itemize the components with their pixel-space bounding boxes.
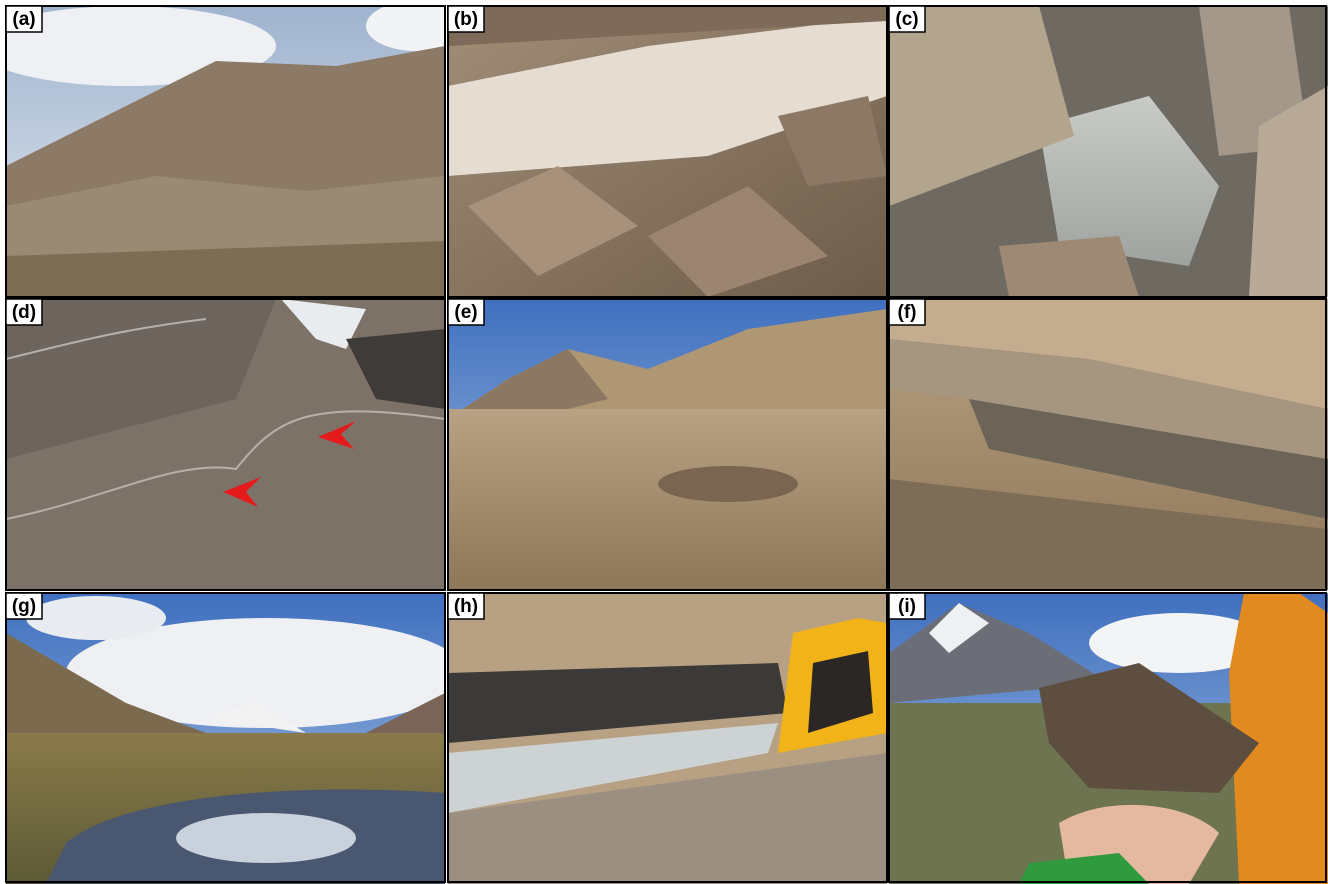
label-box [447,298,485,326]
label-box [888,298,926,326]
label-box [5,592,43,620]
label-box [5,298,43,326]
panel-label: (d) [12,302,36,323]
label-box [447,5,485,33]
photo-d [6,299,445,590]
photo-i [889,593,1328,884]
panel-label: (c) [895,9,918,30]
panel-borders [5,5,1327,883]
panel-label: (g) [12,596,36,617]
photo-f [889,299,1328,590]
label-box [888,592,926,620]
label-box [5,5,43,33]
panel-label: (f) [898,302,917,323]
panel-labels: (a) (b) (c) (d) (e) (f) (g) (h) (i) [5,5,926,620]
photo-a [6,6,445,297]
panel-label: (e) [454,302,477,323]
photo-e [448,299,887,590]
photo-c [889,6,1328,297]
photo-g [6,593,445,884]
photo-b [448,6,887,297]
photo-h [448,593,887,884]
panel-label: (a) [12,9,35,30]
label-box [888,5,926,33]
label-box [447,592,485,620]
panel-label: (b) [454,9,478,30]
panel-label: (h) [454,596,478,617]
panel-label: (i) [898,596,916,617]
